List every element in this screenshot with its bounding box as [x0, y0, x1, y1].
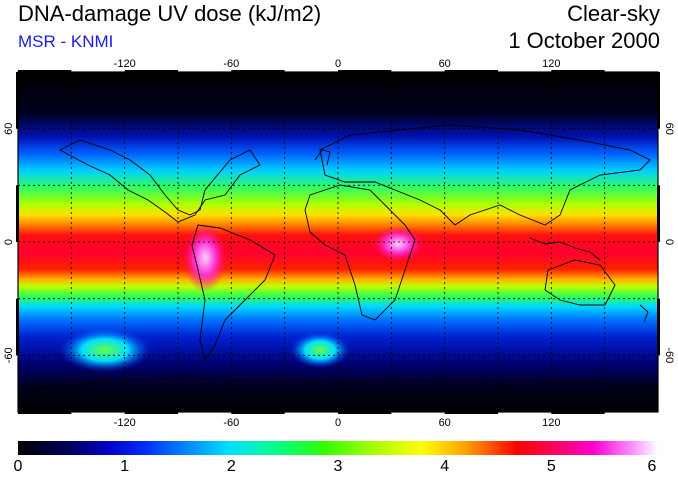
uv-hotspots: [59, 224, 424, 372]
uv-map: -120 -60 0 60 120 -120 -60 0 60 120 60 0…: [3, 58, 675, 429]
africa-coast: [304, 184, 416, 321]
lon-label-top: 60: [439, 58, 451, 70]
lat-label-right: 0: [663, 239, 675, 245]
colorbar-label: 2: [226, 458, 236, 475]
lon-label-bottom: -60: [223, 417, 239, 429]
andes-hotspot: [183, 224, 227, 292]
lon-label-bottom: 0: [335, 417, 341, 429]
south-america-coast: [191, 224, 276, 362]
lon-label-bottom: -120: [114, 417, 136, 429]
lon-label-top: 120: [542, 58, 560, 70]
lat-label-right: 60: [663, 123, 675, 135]
lat-labels-right: 60 0 -60: [663, 123, 675, 364]
lat-label-left: 60: [3, 123, 15, 135]
colorbar-label: 5: [546, 458, 556, 475]
lon-label-bottom: 60: [439, 417, 451, 429]
lon-label-top: -60: [223, 58, 239, 70]
south-atlantic-patch: [290, 332, 350, 368]
colorbar-label: 3: [333, 458, 343, 475]
colorbar-label: 1: [120, 458, 130, 475]
south-pacific-patch: [59, 328, 151, 372]
graticule: [18, 72, 658, 412]
australia-coast: [544, 259, 616, 306]
colorbar: [18, 441, 658, 455]
colorbar-label: 6: [647, 458, 657, 475]
lon-label-bottom: 120: [542, 417, 560, 429]
lat-label-right: -60: [663, 347, 675, 363]
lat-label-left: -60: [3, 347, 15, 363]
source-label: MSR - KNMI: [18, 32, 114, 51]
lon-labels-top: -120 -60 0 60 120: [114, 58, 561, 70]
east-africa-hotspot: [372, 226, 424, 262]
lon-labels-bottom: -120 -60 0 60 120: [114, 417, 561, 429]
map-frame: [16, 70, 660, 414]
uk-coast: [314, 149, 331, 166]
north-america-coast: [59, 139, 261, 223]
colorbar-label: 0: [13, 458, 23, 475]
date-label: 1 October 2000: [508, 28, 660, 53]
lat-label-left: 0: [3, 239, 15, 245]
new-zealand-coast: [639, 304, 649, 323]
lat-labels-left: 60 0 -60: [3, 123, 15, 364]
indonesia-coast: [529, 237, 601, 261]
page-title: DNA-damage UV dose (kJ/m2): [18, 1, 322, 26]
sky-condition: Clear-sky: [567, 1, 660, 26]
colorbar-label: 4: [440, 458, 450, 475]
lon-label-top: 0: [335, 58, 341, 70]
antarctica-coast: [39, 377, 651, 389]
lon-label-top: -120: [114, 58, 136, 70]
